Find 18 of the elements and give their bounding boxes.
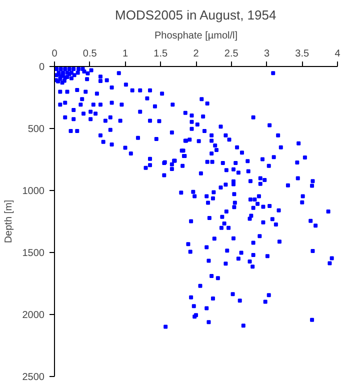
y-tick-label: 1000 <box>22 186 45 197</box>
x-tick-label: 3.5 <box>295 48 310 60</box>
x-axis-title: Phosphate [µmol/l] <box>154 30 238 42</box>
y-tick-label: 2000 <box>22 310 45 321</box>
chart-title: MODS2005 in August, 1954 <box>115 8 276 22</box>
x-tick-label: 2 <box>193 48 200 60</box>
x-tick-label: 4 <box>334 48 341 60</box>
x-tick-label: 0.5 <box>82 48 98 60</box>
y-tick-label: 1500 <box>22 248 45 259</box>
x-tick-label: 2.5 <box>224 48 239 60</box>
x-tick-label: 0 <box>52 48 58 60</box>
y-tick-label: 2500 <box>22 372 45 383</box>
x-tick-label: 1 <box>122 48 128 60</box>
y-tick-label: 500 <box>28 124 45 135</box>
y-tick-label: 0 <box>38 62 45 73</box>
y-axis-title: Depth [m] <box>3 200 14 244</box>
x-tick-label: 1.5 <box>154 48 168 60</box>
x-tick-label: 3 <box>264 48 270 60</box>
